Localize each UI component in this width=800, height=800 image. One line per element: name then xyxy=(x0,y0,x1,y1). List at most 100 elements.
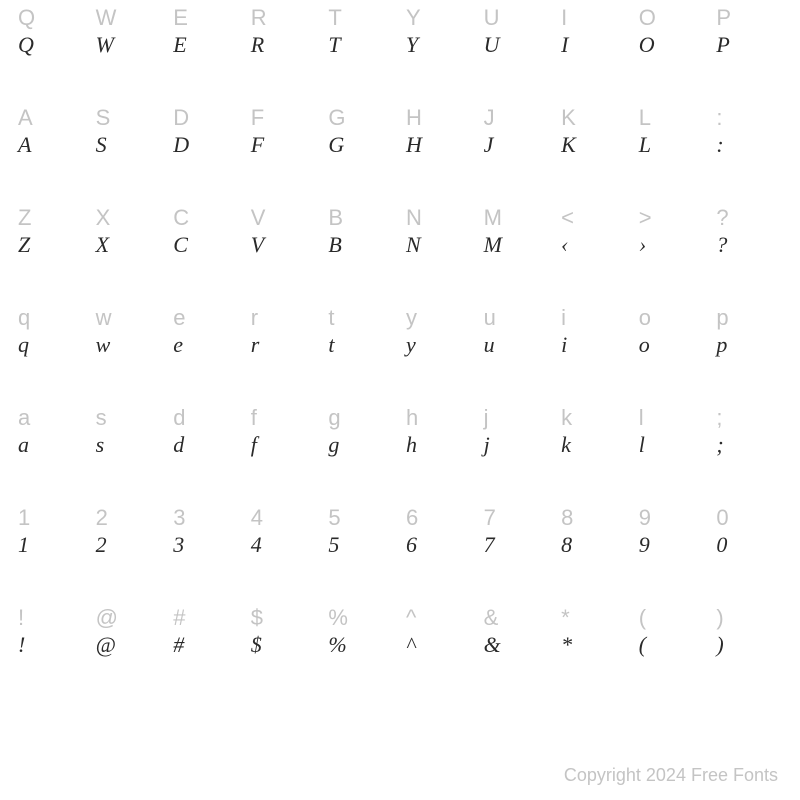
ref-char: 5 xyxy=(322,505,400,531)
script-char: A xyxy=(12,132,90,158)
ref-char: r xyxy=(245,305,323,331)
ref-char: Z xyxy=(12,205,90,231)
reference-row: Z X C V B N M < > ? xyxy=(12,204,788,231)
ref-char: # xyxy=(167,605,245,631)
script-char: 6 xyxy=(400,532,478,558)
ref-char: M xyxy=(478,205,556,231)
ref-char: k xyxy=(555,405,633,431)
script-char: : xyxy=(710,132,788,158)
ref-char: R xyxy=(245,5,323,31)
script-char: I xyxy=(555,32,633,58)
script-char: * xyxy=(555,632,633,658)
script-char: ‹ xyxy=(555,232,633,258)
ref-char: B xyxy=(322,205,400,231)
ref-char: : xyxy=(710,105,788,131)
script-char: X xyxy=(90,232,168,258)
ref-char: J xyxy=(478,105,556,131)
ref-char: Q xyxy=(12,5,90,31)
ref-char: o xyxy=(633,305,711,331)
row-gap xyxy=(12,458,788,504)
script-char: & xyxy=(478,632,556,658)
script-char: 7 xyxy=(478,532,556,558)
script-char: y xyxy=(400,332,478,358)
script-row: Z X C V B N M ‹ › ? xyxy=(12,231,788,258)
ref-char: 0 xyxy=(710,505,788,531)
script-char: V xyxy=(245,232,323,258)
ref-char: H xyxy=(400,105,478,131)
row-pair: A S D F G H J K L : A S D F G H J K L : xyxy=(12,104,788,158)
script-row: Q W E R T Y U I O P xyxy=(12,31,788,58)
script-char: t xyxy=(322,332,400,358)
ref-char: ? xyxy=(710,205,788,231)
row-pair: Q W E R T Y U I O P Q W E R T Y U I O P xyxy=(12,4,788,58)
script-char: ; xyxy=(710,432,788,458)
script-char: l xyxy=(633,432,711,458)
ref-char: 3 xyxy=(167,505,245,531)
ref-char: U xyxy=(478,5,556,31)
script-row: a s d f g h j k l ; xyxy=(12,431,788,458)
ref-char: * xyxy=(555,605,633,631)
script-char: 8 xyxy=(555,532,633,558)
copyright-text: Copyright 2024 Free Fonts xyxy=(564,765,778,786)
script-char: 2 xyxy=(90,532,168,558)
script-row: A S D F G H J K L : xyxy=(12,131,788,158)
ref-char: q xyxy=(12,305,90,331)
ref-char: I xyxy=(555,5,633,31)
ref-char: y xyxy=(400,305,478,331)
ref-char: ! xyxy=(12,605,90,631)
script-char: T xyxy=(322,32,400,58)
ref-char: ^ xyxy=(400,605,478,631)
script-char: D xyxy=(167,132,245,158)
script-char: ? xyxy=(710,232,788,258)
script-char: % xyxy=(322,632,400,658)
ref-char: j xyxy=(478,405,556,431)
script-char: f xyxy=(245,432,323,458)
ref-char: i xyxy=(555,305,633,331)
script-char: a xyxy=(12,432,90,458)
ref-char: E xyxy=(167,5,245,31)
script-char: Z xyxy=(12,232,90,258)
script-char: F xyxy=(245,132,323,158)
script-char: ) xyxy=(710,632,788,658)
ref-char: h xyxy=(400,405,478,431)
row-gap xyxy=(12,58,788,104)
script-char: R xyxy=(245,32,323,58)
row-pair: q w e r t y u i o p q w e r t y u i o p xyxy=(12,304,788,358)
ref-char: 4 xyxy=(245,505,323,531)
ref-char: S xyxy=(90,105,168,131)
ref-char: a xyxy=(12,405,90,431)
ref-char: % xyxy=(322,605,400,631)
script-char: @ xyxy=(90,632,168,658)
script-char: o xyxy=(633,332,711,358)
character-map-grid: Q W E R T Y U I O P Q W E R T Y U I O P … xyxy=(12,4,788,658)
script-char: Q xyxy=(12,32,90,58)
script-char: 4 xyxy=(245,532,323,558)
script-char: K xyxy=(555,132,633,158)
ref-char: w xyxy=(90,305,168,331)
ref-char: V xyxy=(245,205,323,231)
script-char: $ xyxy=(245,632,323,658)
ref-char: 8 xyxy=(555,505,633,531)
ref-char: ( xyxy=(633,605,711,631)
row-gap xyxy=(12,158,788,204)
script-char: 9 xyxy=(633,532,711,558)
ref-char: g xyxy=(322,405,400,431)
ref-char: W xyxy=(90,5,168,31)
ref-char: ; xyxy=(710,405,788,431)
script-row: 1 2 3 4 5 6 7 8 9 0 xyxy=(12,531,788,558)
ref-char: s xyxy=(90,405,168,431)
script-char: s xyxy=(90,432,168,458)
row-pair: Z X C V B N M < > ? Z X C V B N M ‹ › ? xyxy=(12,204,788,258)
script-char: › xyxy=(633,232,711,258)
script-char: q xyxy=(12,332,90,358)
script-char: S xyxy=(90,132,168,158)
script-char: i xyxy=(555,332,633,358)
ref-char: T xyxy=(322,5,400,31)
script-char: C xyxy=(167,232,245,258)
script-char: J xyxy=(478,132,556,158)
ref-char: ) xyxy=(710,605,788,631)
script-char: g xyxy=(322,432,400,458)
script-char: P xyxy=(710,32,788,58)
ref-char: t xyxy=(322,305,400,331)
ref-char: u xyxy=(478,305,556,331)
